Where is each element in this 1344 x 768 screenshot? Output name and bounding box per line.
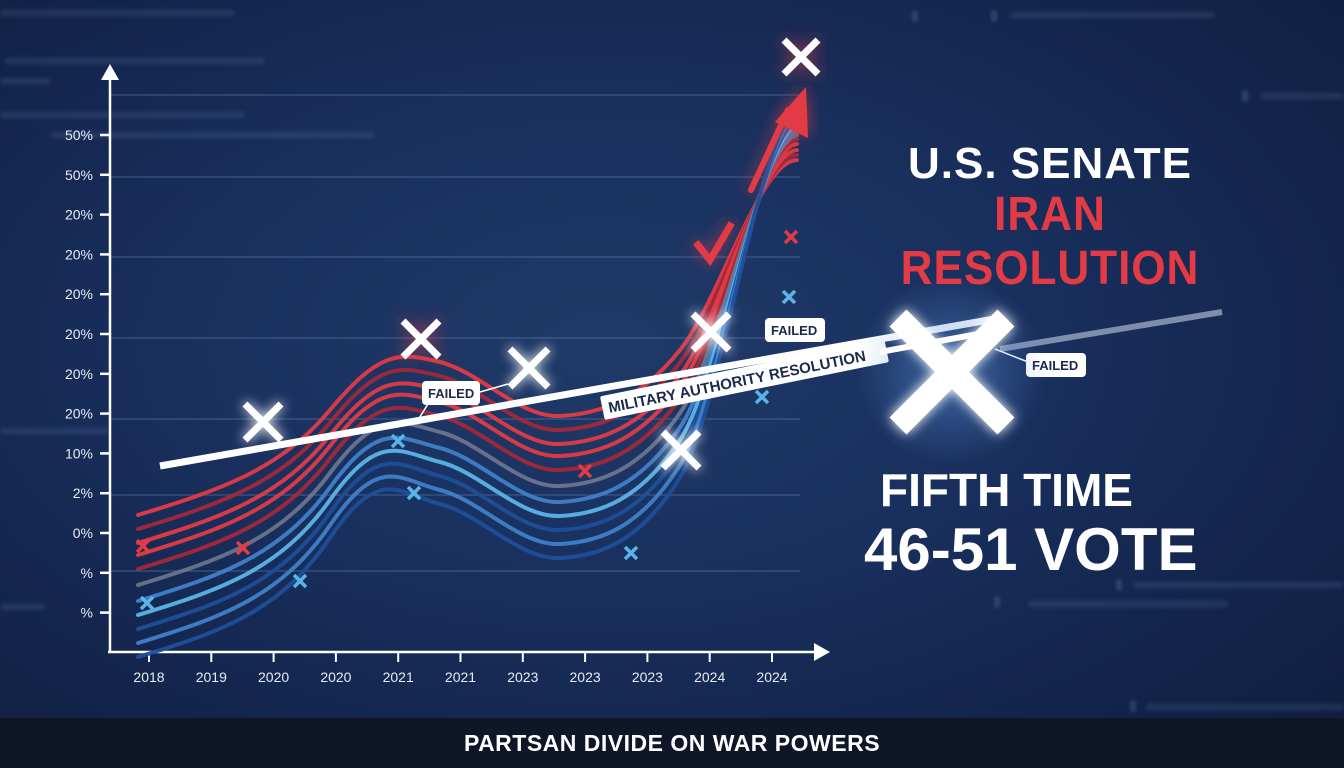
y-tick-label: %: [81, 565, 93, 581]
background-streak: [1028, 601, 1228, 607]
y-tick-label: 10%: [65, 445, 93, 461]
background-dot: [1116, 579, 1122, 591]
failed-x-icon: [660, 429, 702, 471]
title-block: U.S. SENATE IRAN RESOLUTION: [850, 140, 1250, 296]
x-axis-arrow-icon: [814, 643, 830, 661]
series-line-red-2: [136, 153, 799, 531]
background-streak: [50, 132, 375, 138]
x-tick-label: 2023: [632, 669, 663, 685]
series-line-red-3: [136, 148, 799, 545]
background-streak: [1133, 582, 1344, 588]
y-tick-label: 50%: [65, 127, 93, 143]
background-dot: [912, 10, 918, 22]
x-tick-label: 2019: [196, 669, 227, 685]
failed-x-icon: [690, 311, 732, 353]
y-axis-arrow-icon: [101, 64, 119, 80]
background-dot: [1130, 700, 1136, 712]
background-dot: [991, 10, 997, 22]
failed-tag-2024: FAILED: [765, 318, 825, 342]
x-tick-label: 2023: [507, 669, 538, 685]
x-tick-label: 2024: [694, 669, 725, 685]
fifth-time-callout: FIFTH TIME: [880, 464, 1133, 516]
huge-failed-x-icon: [889, 309, 1015, 435]
y-tick-label: 20%: [65, 326, 93, 342]
failed-vote-markers: [242, 37, 821, 471]
small-x-marker-icon: [781, 289, 797, 305]
x-tick-label: 2023: [570, 669, 601, 685]
background-streak: [0, 428, 110, 434]
series-line-red-4: [136, 142, 799, 557]
x-tick-label: 2020: [258, 669, 289, 685]
series-markers: [135, 229, 799, 611]
small-x-marker-icon: [292, 573, 308, 589]
background-streak: [5, 58, 265, 64]
failed-x-icon: [781, 37, 821, 77]
small-x-marker-icon: [390, 433, 406, 449]
background-streak: [0, 78, 50, 84]
y-axis-ticks: 50% 50% 20% 20% 20% 20% 20% 20% 10% 2% 0%%%: [65, 127, 110, 621]
small-x-marker-icon: [577, 463, 593, 479]
series-line-red-1: [136, 158, 799, 517]
svg-text:FAILED: FAILED: [428, 386, 474, 401]
failed-tag-2021: FAILED: [417, 381, 509, 421]
background-streak: [0, 10, 235, 16]
y-tick-label: %: [81, 605, 93, 621]
y-tick-label: 0%: [73, 525, 93, 541]
footer-text: PARTSAN DIVIDE ON WAR POWERS: [463, 729, 881, 756]
footer-banner: PARTSAN DIVIDE ON WAR POWERS: [0, 718, 1344, 768]
small-x-marker-icon: [235, 540, 251, 556]
vote-count-callout: 46-51 VOTE: [864, 516, 1198, 583]
series-line-blue-1: [136, 129, 799, 603]
x-tick-label: 2021: [445, 669, 476, 685]
y-tick-label: 20%: [65, 246, 93, 262]
y-tick-label: 20%: [65, 286, 93, 302]
y-axis: [101, 64, 119, 652]
gridlines: [110, 94, 800, 572]
background-dot: [994, 596, 1000, 608]
small-x-marker-icon: [783, 229, 799, 245]
svg-text:FAILED: FAILED: [771, 323, 817, 338]
series-line-red-5: [136, 137, 799, 571]
y-tick-label: 50%: [65, 167, 93, 183]
trend-line-overlap: [879, 327, 1001, 355]
failed-x-icon: [242, 401, 284, 443]
x-tick-label: 2024: [756, 669, 787, 685]
small-x-marker-icon: [135, 538, 151, 554]
background-streak: [0, 112, 245, 118]
title-iran-resolution: IRAN RESOLUTION: [900, 188, 1200, 295]
y-tick-label: 20%: [65, 366, 93, 382]
red-check-icon: [693, 221, 735, 267]
background-streak: [0, 604, 45, 610]
x-axis-ticks: 2018 2019 2020 2020 2021 2021 2023 2023 2023 2024…: [133, 652, 788, 685]
series-line-blue-5: [136, 109, 799, 659]
small-x-marker-icon: [139, 595, 155, 611]
failed-x-icon: [400, 318, 442, 360]
failed-x-icon: [507, 346, 551, 390]
background-streak: [1260, 93, 1344, 99]
background-streak: [1010, 12, 1215, 18]
red-arrow-icon: [748, 87, 808, 193]
y-tick-label: 20%: [65, 406, 93, 422]
y-tick-label: 2%: [73, 485, 93, 501]
small-x-marker-icon: [623, 545, 639, 561]
small-x-marker-icon: [406, 485, 422, 501]
x-tick-label: 2021: [383, 669, 414, 685]
y-tick-label: 20%: [65, 207, 93, 223]
title-senate: U.S. SENATE: [907, 139, 1192, 188]
background-dot: [1242, 90, 1248, 102]
x-tick-label: 2018: [133, 669, 164, 685]
x-axis: [108, 643, 830, 661]
background-streak: [1145, 704, 1344, 710]
small-x-marker-icon: [754, 389, 770, 405]
x-tick-label: 2020: [320, 669, 351, 685]
